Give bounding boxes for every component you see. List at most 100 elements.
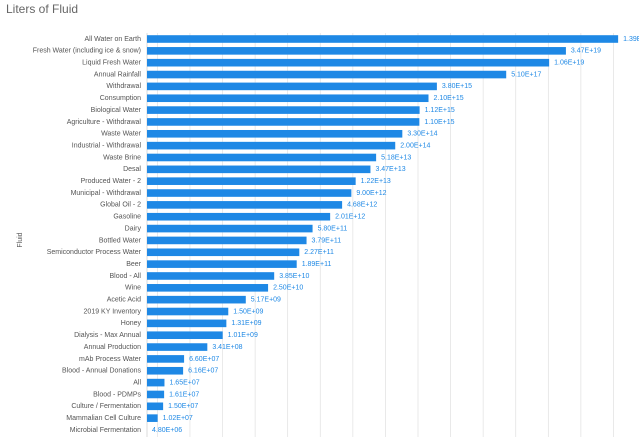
value-label: 1.50E+09 — [233, 308, 263, 315]
bar — [147, 118, 420, 126]
bar — [147, 35, 619, 43]
value-label: 1.06E+19 — [554, 60, 584, 67]
category-label: Waste Brine — [103, 154, 141, 161]
category-label: Microbial Fermentation — [70, 427, 141, 434]
category-label: Industrial - Withdrawal — [72, 142, 142, 149]
category-label: Dairy — [125, 225, 142, 232]
bar — [147, 224, 313, 233]
category-label: Dialysis - Max Annual — [74, 332, 141, 339]
bar — [147, 272, 275, 280]
bar — [147, 319, 227, 328]
bar — [147, 355, 185, 363]
category-label: Waste Water — [101, 131, 142, 138]
category-label: Culture / Fermentation — [71, 403, 141, 410]
value-label: 2.00E+14 — [400, 142, 430, 149]
category-label: Withdrawal — [106, 83, 141, 90]
bar — [147, 47, 566, 55]
category-label: All — [133, 379, 141, 386]
category-label: Honey — [121, 320, 142, 327]
category-label: Fresh Water (including ice & snow) — [33, 48, 141, 55]
bar — [147, 331, 223, 340]
bar — [147, 402, 164, 411]
bar — [147, 284, 269, 292]
value-label: 5.17E+09 — [251, 297, 281, 304]
value-label: 1.01E+09 — [228, 332, 258, 339]
category-label: Blood - All — [109, 273, 141, 280]
category-label: Liquid Fresh Water — [82, 60, 142, 67]
value-label: 1.89E+11 — [302, 261, 332, 268]
value-label: 1.12E+15 — [425, 107, 455, 114]
bar — [147, 177, 356, 185]
bar — [147, 94, 429, 103]
bar — [147, 343, 208, 351]
category-label: 2019 KY Inventory — [84, 308, 142, 315]
value-label: 2.50E+10 — [273, 285, 303, 292]
category-label: Blood - Annual Donations — [62, 368, 141, 375]
value-label: 3.85E+10 — [279, 273, 309, 280]
bar — [147, 189, 352, 197]
bar — [147, 260, 297, 268]
value-label: 3.79E+11 — [312, 237, 342, 244]
category-label: Annual Production — [84, 344, 141, 351]
value-label: 1.22E+13 — [361, 178, 391, 185]
value-label: 1.10E+15 — [424, 119, 454, 126]
bar — [147, 106, 420, 114]
bar — [147, 70, 507, 79]
category-label: Municipal - Withdrawal — [71, 190, 142, 197]
value-label: 4.80E+06 — [152, 427, 182, 434]
category-label: Agriculture - Withdrawal — [67, 119, 142, 126]
category-label: All Water on Earth — [84, 36, 141, 43]
value-label: 4.68E+12 — [347, 202, 377, 209]
chart-title: Liters of Fluid — [6, 2, 78, 16]
category-label: Acetic Acid — [107, 297, 141, 304]
category-label: Biological Water — [91, 107, 142, 114]
value-label: 1.02E+07 — [163, 415, 193, 422]
bar — [147, 236, 307, 245]
value-label: 5.18E+13 — [381, 154, 411, 161]
category-label: Consumption — [100, 95, 141, 102]
value-label: 1.61E+07 — [169, 391, 199, 398]
category-label: Wine — [125, 285, 141, 292]
value-label: 2.10E+15 — [434, 95, 464, 102]
value-label: 1.39E — [623, 36, 639, 43]
value-label: 3.80E+15 — [442, 83, 472, 90]
category-label: Semiconductor Process Water — [47, 249, 142, 256]
bar — [147, 201, 343, 209]
category-label: Blood - PDMPs — [93, 391, 141, 398]
category-label: Mammalian Cell Culture — [66, 415, 141, 422]
value-label: 3.41E+08 — [212, 344, 242, 351]
value-label: 5.10E+17 — [511, 71, 541, 78]
value-label: 3.30E+14 — [407, 131, 437, 138]
bar — [147, 165, 371, 174]
y-axis-label: Fluid — [17, 232, 24, 247]
bar — [147, 295, 246, 304]
bar — [147, 212, 331, 221]
bar — [147, 82, 437, 91]
value-label: 1.65E+07 — [169, 379, 199, 386]
value-label: 9.00E+12 — [356, 190, 386, 197]
bar — [147, 378, 165, 387]
bar — [147, 141, 396, 150]
category-label: Desal — [123, 166, 141, 173]
bar — [147, 390, 165, 399]
bar — [147, 153, 377, 162]
value-label: 2.01E+12 — [335, 214, 365, 221]
bar — [147, 366, 184, 375]
category-label: Annual Rainfall — [94, 71, 142, 78]
value-label: 1.50E+07 — [168, 403, 198, 410]
bar — [147, 307, 229, 316]
category-label: Produced Water - 2 — [81, 178, 142, 185]
category-label: Beer — [126, 261, 141, 268]
value-label: 6.60E+07 — [189, 356, 219, 363]
value-label: 1.31E+09 — [231, 320, 261, 327]
value-label: 5.80E+11 — [318, 225, 348, 232]
value-label: 3.47E+13 — [375, 166, 405, 173]
bar — [147, 414, 158, 422]
bar — [147, 248, 300, 257]
category-label: Gasoline — [113, 214, 141, 221]
bar — [147, 58, 550, 67]
value-label: 2.27E+11 — [304, 249, 334, 256]
bar — [147, 129, 403, 138]
value-label: 3.47E+19 — [571, 48, 601, 55]
